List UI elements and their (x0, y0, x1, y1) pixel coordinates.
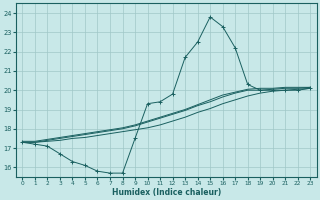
X-axis label: Humidex (Indice chaleur): Humidex (Indice chaleur) (112, 188, 221, 197)
